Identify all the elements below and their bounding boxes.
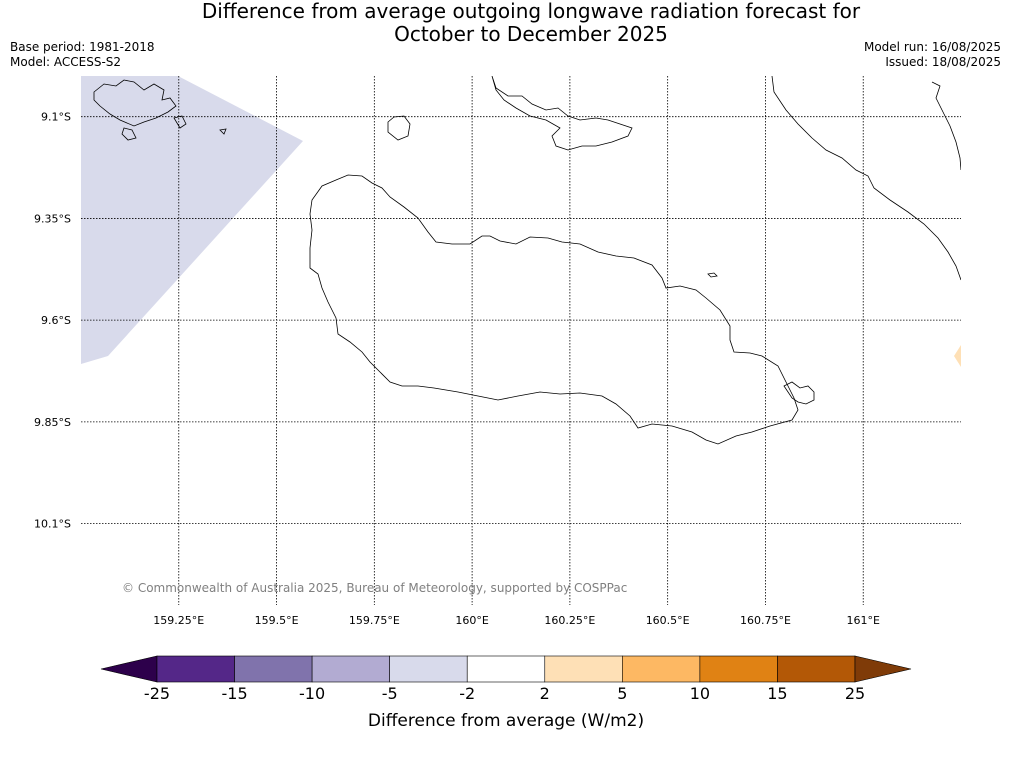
colorbar-segment [156, 655, 235, 683]
title-line-2: October to December 2025 [394, 22, 668, 46]
colorbar [100, 655, 912, 683]
colorbar-tick-label: 15 [767, 684, 787, 703]
colorbar-title: Difference from average (W/m2) [368, 711, 644, 731]
meta-left: Base period: 1981-2018 Model: ACCESS-S2 [10, 40, 155, 70]
latitude-label: 9.6°S [41, 314, 71, 327]
longitude-label: 160.75°E [740, 614, 791, 627]
model-run: Model run: 16/08/2025 [863, 40, 1001, 54]
coastline-island-small-nw [121, 127, 137, 141]
coastline-main-island [309, 174, 799, 445]
base-period: Base period: 1981-2018 [10, 40, 155, 54]
coastline-small-island-east [707, 272, 718, 278]
colorbar-segment [311, 655, 390, 683]
map-area: © Commonwealth of Australia 2025, Bureau… [81, 76, 961, 605]
latitude-label: 9.1°S [41, 111, 71, 124]
model-name: Model: ACCESS-S2 [10, 55, 122, 69]
latitude-label: 9.85°S [34, 416, 71, 429]
coastline-island-small-nw3 [219, 128, 227, 135]
longitude-label: 159.5°E [255, 614, 299, 627]
colorbar-tick-label: 10 [690, 684, 710, 703]
meta-right: Model run: 16/08/2025 Issued: 18/08/2025 [864, 40, 1001, 70]
longitude-label: 159.25°E [153, 614, 204, 627]
longitude-label: 160°E [455, 614, 488, 627]
colorbar-segment [234, 655, 313, 683]
colorbar-tick-label: -15 [221, 684, 247, 703]
latitude-label: 9.35°S [34, 212, 71, 225]
longitude-labels: 159.25°E 159.5°E 159.75°E 160°E 160.25°E 160.… [153, 614, 880, 627]
latitude-label: 10.1°S [34, 518, 71, 531]
colorbar-tick-label: 25 [845, 684, 865, 703]
anomaly-area-positive [954, 345, 961, 367]
colorbar-extend-low [100, 655, 158, 683]
colorbar-segment [544, 655, 623, 683]
longitude-label: 161°E [846, 614, 879, 627]
anomaly-area-negative [81, 76, 303, 364]
gridlines [81, 76, 961, 605]
colorbar-tick-label: 5 [617, 684, 627, 703]
longitude-label: 160.25°E [544, 614, 595, 627]
coastline-island-northeast [771, 76, 961, 281]
colorbar-tick-label: -5 [382, 684, 398, 703]
colorbar-segment [777, 655, 856, 683]
map-title: Difference from average outgoing longwav… [0, 0, 1011, 46]
coastline-cape-east [783, 381, 815, 405]
colorbar-tick-labels: -25 -15 -10 -5 -2 2 5 10 15 25 [144, 684, 865, 703]
coastline-island-far-northeast [931, 81, 961, 171]
colorbar-extend-high [854, 655, 912, 683]
colorbar-tick-label: -2 [459, 684, 475, 703]
colorbar-tick-label: -10 [299, 684, 325, 703]
coastlines [93, 76, 961, 445]
colorbar-segment [466, 655, 546, 683]
copyright-notice: © Commonwealth of Australia 2025, Bureau… [122, 581, 627, 595]
colorbar-tick-label: 2 [540, 684, 550, 703]
colorbar-segment [699, 655, 778, 683]
coastline-island-north-group [491, 76, 633, 151]
coastline-island-northwest [93, 79, 177, 127]
longitude-label: 159.75°E [349, 614, 400, 627]
title-line-1: Difference from average outgoing longwav… [201, 0, 861, 23]
colorbar-segment [622, 655, 701, 683]
issued-date: Issued: 18/08/2025 [885, 55, 1001, 69]
colorbar-segment [389, 655, 468, 683]
coastline-island-north-small [387, 115, 411, 141]
longitude-label: 160.5°E [646, 614, 690, 627]
colorbar-tick-label: -25 [144, 684, 170, 703]
coastline-island-small-nw2 [173, 115, 187, 129]
latitude-labels: 9.1°S 9.35°S 9.6°S 9.85°S 10.1°S [34, 111, 71, 531]
